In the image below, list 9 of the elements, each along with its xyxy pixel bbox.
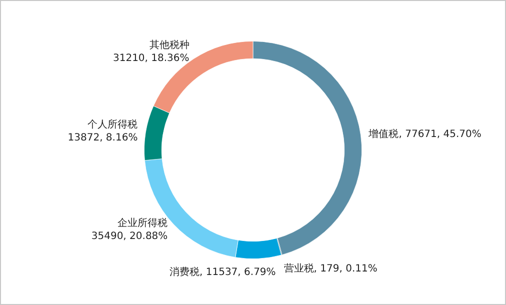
slice-label: 其他税种 [149, 39, 190, 52]
slice-label: 营业税, 179, 0.11% [284, 262, 378, 274]
data-label: 31210, 18.36% [112, 53, 190, 64]
slice-label: 增值税, 77671, 45.70% [368, 128, 482, 140]
slice-label: 个人所得税 [88, 118, 138, 130]
data-label: 35490, 20.88% [91, 230, 168, 242]
data-label: 13872, 8.16% [68, 132, 138, 144]
slice-label: 消费税, 11537, 6.79% [170, 266, 276, 278]
slice-label: 企业所得税 [118, 216, 168, 229]
